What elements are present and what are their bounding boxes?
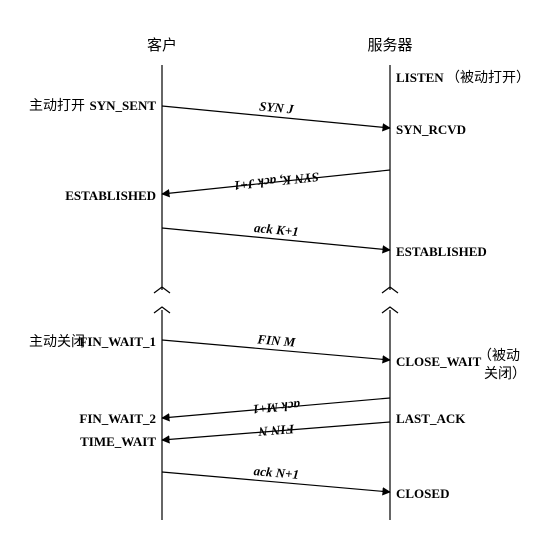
message-label-5: FIN N (257, 422, 295, 440)
note-passive-close-line2: 关闭） (484, 366, 526, 382)
note-active-open: 主动打开 (29, 97, 85, 114)
lifelines (154, 65, 398, 520)
client-header: 客户 (147, 37, 177, 54)
tcp-state-sequence-diagram: 客户 服务器 SYN J SYN K, ack J+1 ack K+1 FIN M ac… (0, 0, 554, 538)
client-state-fin_wait_1: FIN_WAIT_1 (79, 334, 156, 349)
client-state-syn_sent: SYN_SENT (90, 98, 157, 113)
messages-group: SYN J SYN K, ack J+1 ack K+1 FIN M ack M+1 FI… (162, 98, 390, 492)
message-label-1: SYN K, ack J+1 (233, 170, 320, 194)
note-passive-open: （被动打开） (446, 69, 530, 86)
note-active-close: 主动关闭 (29, 334, 85, 350)
server-state-established: ESTABLISHED (396, 244, 487, 259)
note-passive-close-line1: （被动 (478, 348, 520, 364)
server-state-closed: CLOSED (396, 486, 449, 501)
server-state-syn_rcvd: SYN_RCVD (396, 122, 466, 137)
message-label-6: ack N+1 (253, 463, 299, 482)
message-label-2: ack K+1 (254, 220, 300, 239)
server-state-listen: LISTEN (396, 70, 444, 85)
client-state-fin_wait_2: FIN_WAIT_2 (79, 411, 156, 426)
client-state-established: ESTABLISHED (65, 188, 156, 203)
message-label-0: SYN J (259, 98, 295, 116)
message-label-3: FIN M (256, 331, 297, 349)
server-state-close_wait: CLOSE_WAIT (396, 354, 482, 369)
client-states: SYN_SENT ESTABLISHED FIN_WAIT_1 FIN_WAIT_2 T… (65, 98, 156, 449)
server-header: 服务器 (367, 37, 412, 54)
server-states: LISTEN SYN_RCVD ESTABLISHED CLOSE_WAIT LAST_… (396, 70, 487, 501)
message-label-4: ack M+1 (252, 398, 301, 417)
server-state-last_ack: LAST_ACK (396, 411, 466, 426)
client-state-time_wait: TIME_WAIT (80, 434, 156, 449)
